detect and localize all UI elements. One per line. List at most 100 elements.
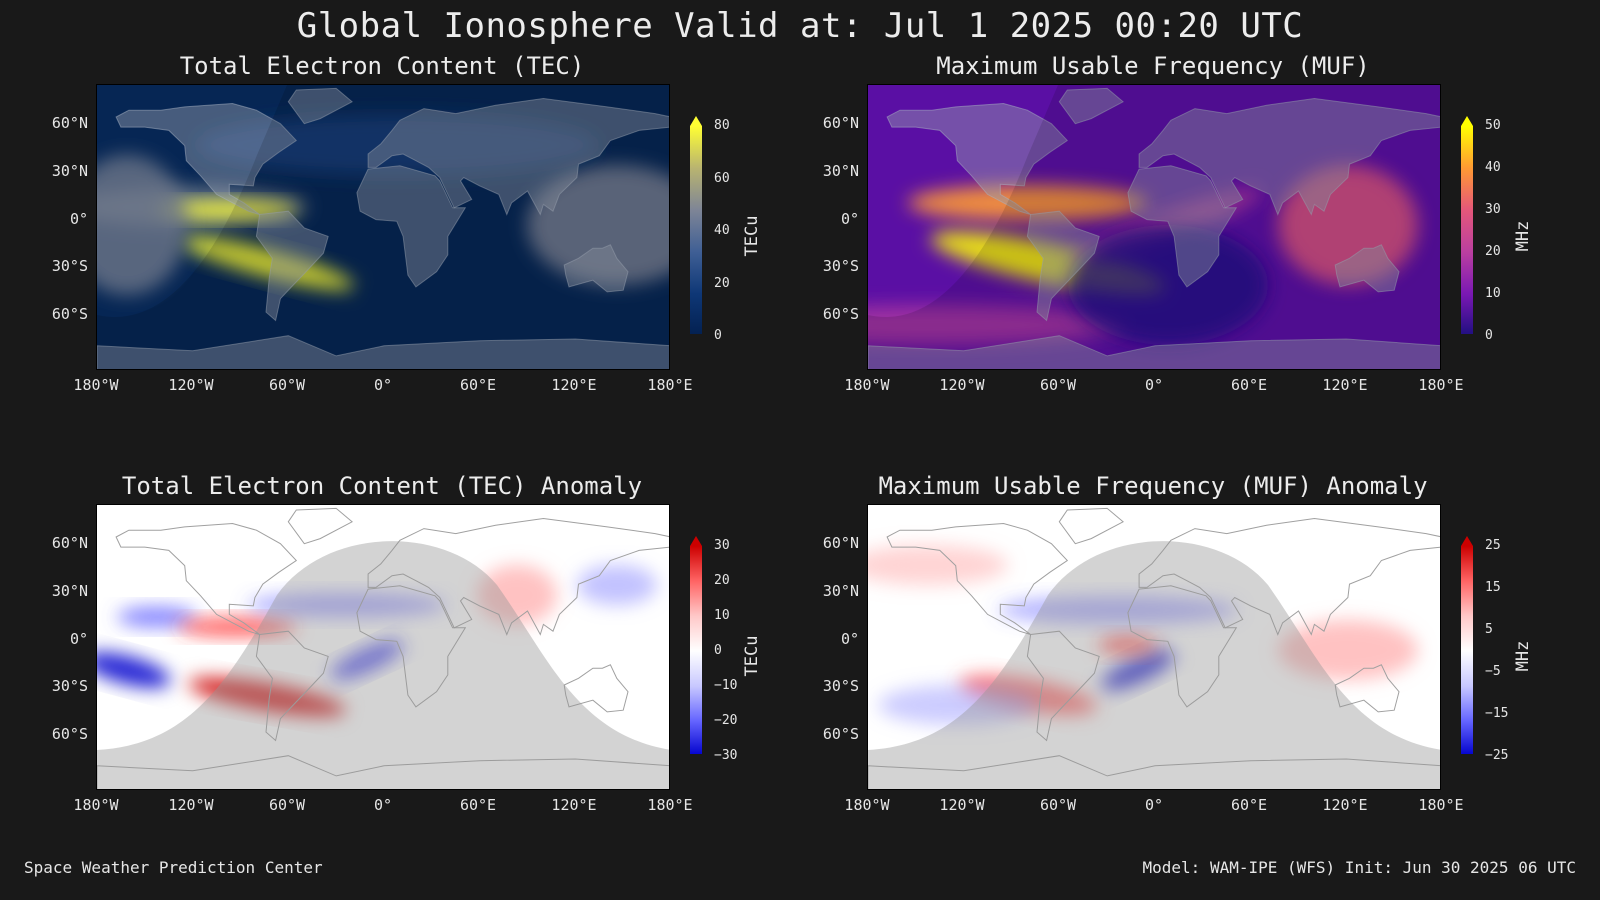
continent-outline — [367, 97, 669, 216]
night-shading — [97, 85, 669, 369]
lon-tick-label: 120°W — [168, 376, 214, 394]
lon-tick-label: 120°E — [1322, 376, 1368, 394]
muf-anomaly-pos — [959, 675, 1097, 715]
colorbar-tick-label: 30 — [714, 538, 730, 553]
continent-outline — [1026, 210, 1100, 322]
colorbar-tick-label: 0 — [714, 328, 722, 343]
colorbar-tick-label: −15 — [1485, 706, 1509, 721]
muf-panel: Maximum Usable Frequency (MUF) 60°N 30°N 0°… — [771, 52, 1533, 436]
lon-tick-label: 0° — [373, 796, 393, 814]
tec-anomaly-pos — [477, 565, 557, 625]
map-plot — [868, 85, 1440, 369]
colorbar-tick-label: 30 — [1485, 202, 1501, 217]
lat-tick-label: 60°N — [822, 114, 859, 132]
muf-band — [908, 185, 1148, 221]
lon-tick-label: 60°E — [1230, 376, 1268, 394]
lat-tick-label: 0° — [840, 630, 859, 648]
tec-anomaly-neg — [330, 640, 404, 680]
continent-outline — [868, 335, 1440, 369]
colorbar-tick-label: −10 — [714, 678, 738, 693]
lat-tick-label: 30°S — [51, 257, 88, 275]
lat-tick-label: 30°N — [51, 582, 88, 600]
colorbar-tick-label: 40 — [1485, 160, 1501, 175]
colorbar-tick-label: −25 — [1485, 748, 1509, 763]
night-shading — [868, 85, 1440, 369]
lat-tick-label: 60°N — [51, 114, 88, 132]
tec-band — [527, 165, 669, 285]
tec-anomaly-panel: Total Electron Content (TEC) Anomaly 60°N… — [0, 472, 762, 856]
map-plot — [97, 505, 669, 789]
colorbar-tick-label: 10 — [1485, 286, 1501, 301]
tec-band — [97, 155, 187, 295]
colorbar-tick-label: 0 — [714, 643, 722, 658]
continent-outline — [1058, 87, 1124, 125]
continent-outline — [287, 87, 353, 125]
lat-tick-label: 0° — [69, 630, 88, 648]
colorbar — [1461, 116, 1473, 334]
lon-tick-label: 0° — [1144, 796, 1164, 814]
lon-tick-label: 120°E — [1322, 796, 1368, 814]
continent-outline — [563, 664, 629, 713]
lon-tick-label: 180°W — [844, 796, 890, 814]
continent-outline — [886, 102, 1069, 215]
continent-outline — [868, 755, 1440, 789]
lon-tick-label: 180°W — [73, 376, 119, 394]
lon-tick-label: 60°E — [1230, 796, 1268, 814]
colorbar-tick-label: −20 — [714, 713, 738, 728]
lon-tick-label: 120°W — [168, 796, 214, 814]
muf-band — [1278, 165, 1418, 285]
colorbar — [1461, 536, 1473, 754]
colorbar-gradient — [1461, 546, 1473, 754]
colorbar-extend-top — [1461, 536, 1473, 546]
colorbar-tick-label: 50 — [1485, 118, 1501, 133]
colorbar-tick-label: 0 — [1485, 328, 1493, 343]
lat-tick-label: 30°N — [51, 162, 88, 180]
lon-tick-label: 120°E — [551, 376, 597, 394]
map-frame — [96, 504, 670, 790]
lon-tick-label: 180°E — [647, 796, 693, 814]
colorbar-extend-top — [1461, 116, 1473, 126]
lat-tick-label: 60°N — [51, 534, 88, 552]
muf-anomaly-neg — [1101, 649, 1175, 691]
colorbar — [690, 116, 702, 334]
continent-outline — [563, 244, 629, 293]
lon-tick-label: 60°W — [1039, 796, 1077, 814]
map-plot — [97, 85, 669, 369]
lat-tick-label: 30°S — [822, 677, 859, 695]
lat-tick-label: 60°N — [822, 534, 859, 552]
lon-tick-label: 60°E — [459, 796, 497, 814]
colorbar-tick-label: 25 — [1485, 538, 1501, 553]
colorbar — [690, 536, 702, 754]
lon-tick-label: 60°E — [459, 376, 497, 394]
lat-tick-label: 30°S — [51, 677, 88, 695]
map-plot — [868, 505, 1440, 789]
lon-tick-label: 60°W — [268, 376, 306, 394]
night-shading — [868, 541, 1440, 789]
lon-tick-label: 180°W — [73, 796, 119, 814]
lon-tick-label: 0° — [1144, 376, 1164, 394]
lat-tick-label: 30°N — [822, 582, 859, 600]
continent-outline — [1334, 244, 1400, 293]
continent-outline — [1138, 517, 1440, 636]
continent-outline — [255, 210, 329, 322]
lon-tick-label: 120°E — [551, 796, 597, 814]
continent-outline — [115, 522, 298, 635]
continent-outline — [356, 165, 467, 288]
muf-anomaly-panel: Maximum Usable Frequency (MUF) Anomaly 60… — [771, 472, 1533, 856]
muf-band — [1068, 225, 1268, 345]
muf-anomaly-neg — [878, 685, 1038, 725]
lat-tick-label: 0° — [840, 210, 859, 228]
muf-anomaly-neg — [998, 596, 1238, 624]
continent-outline — [255, 630, 329, 742]
lat-tick-label: 60°S — [51, 725, 88, 743]
muf-anomaly-pos — [1098, 635, 1158, 655]
colorbar-tick-label: 10 — [714, 608, 730, 623]
continent-outline — [287, 507, 353, 545]
lat-tick-label: 60°S — [822, 725, 859, 743]
muf-anomaly-pos — [1278, 620, 1418, 680]
colorbar-extend-top — [690, 536, 702, 546]
panel-title: Maximum Usable Frequency (MUF) Anomaly — [878, 472, 1428, 500]
colorbar-tick-label: 20 — [714, 275, 730, 291]
figure-title: Global Ionosphere Valid at: Jul 1 2025 0… — [296, 6, 1304, 46]
colorbar-tick-label: 40 — [714, 223, 730, 238]
